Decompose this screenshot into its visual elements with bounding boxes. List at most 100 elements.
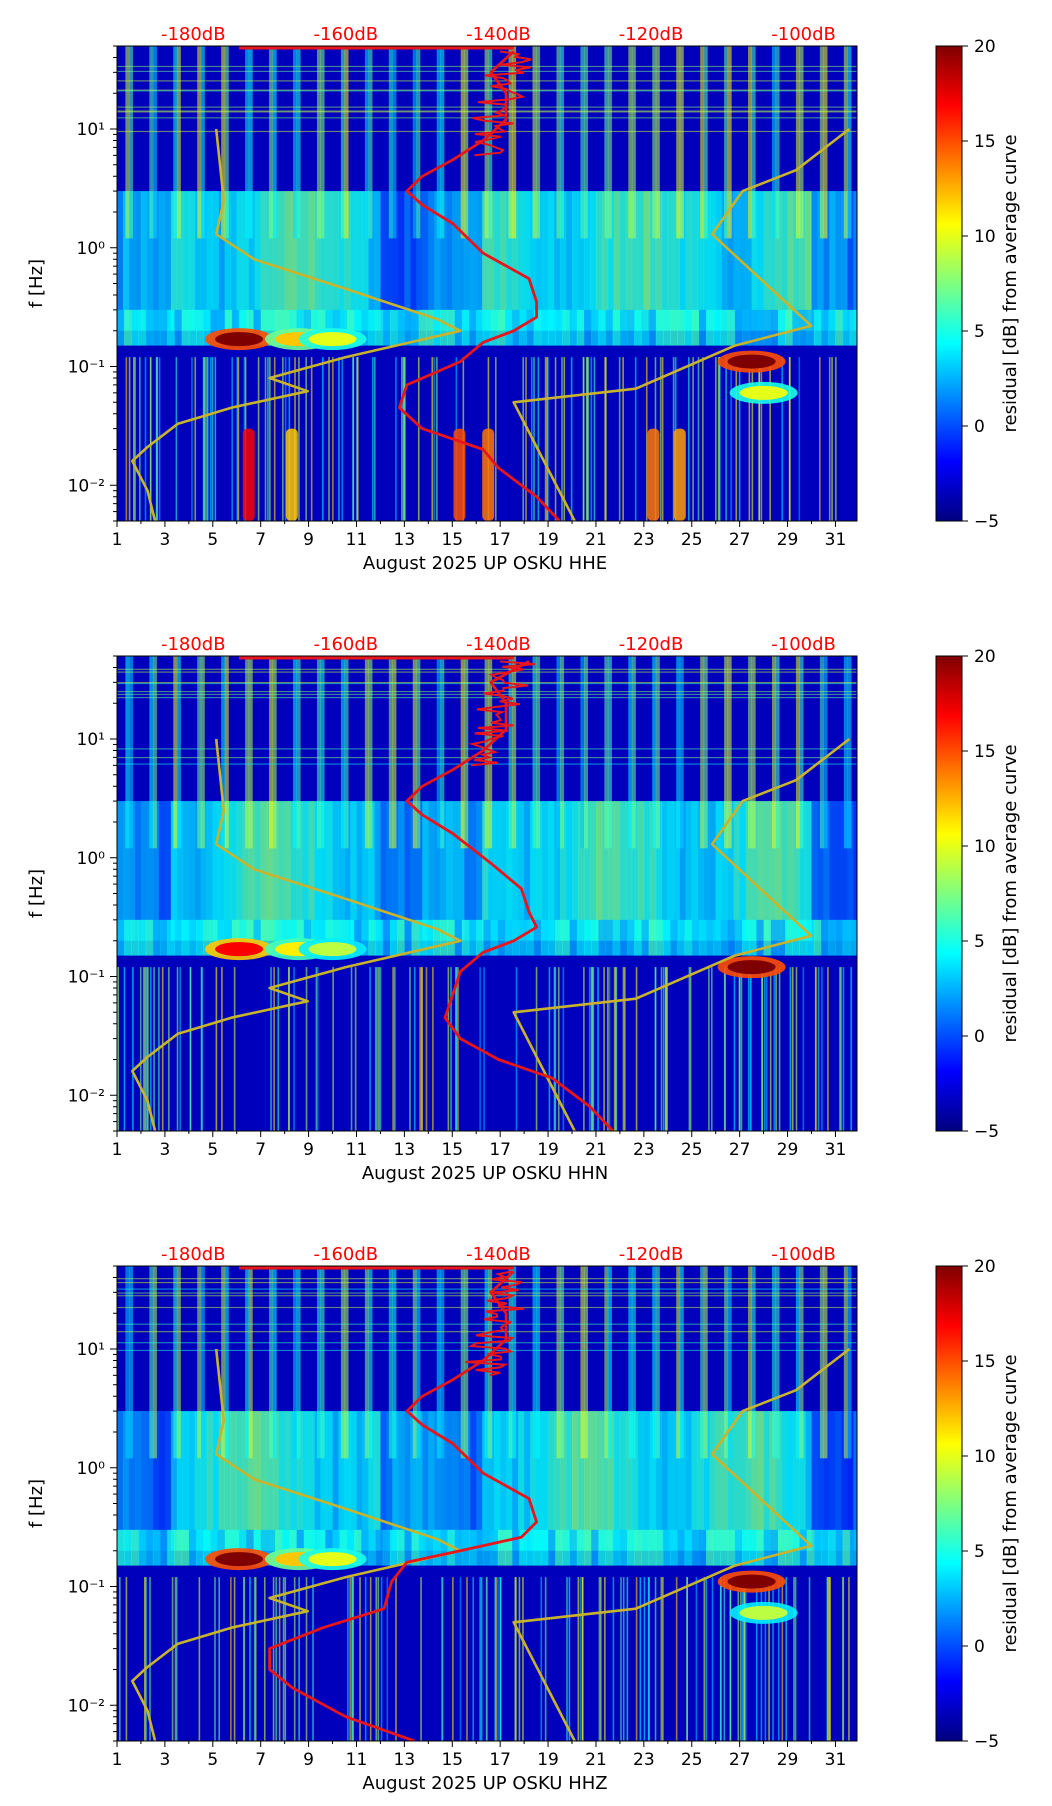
diurnal-stripe (676, 46, 681, 239)
transient-spike (738, 967, 741, 1131)
heatmap-cell (253, 1529, 262, 1566)
heatmap-cell (634, 309, 642, 346)
diurnal-stripe (320, 1266, 325, 1459)
heatmap-cell (194, 1411, 202, 1551)
heatmap-cell (231, 1529, 240, 1566)
heatmap-cell (446, 801, 453, 941)
heatmap-cell (428, 191, 435, 331)
heatmap-cell (677, 1529, 686, 1566)
heatmap-cell (397, 919, 405, 956)
heatmap-cell (530, 191, 537, 331)
heatmap-cell (721, 801, 728, 941)
transient-spike (149, 357, 152, 521)
heatmap-cell (218, 801, 226, 941)
heatmap-cell (569, 309, 578, 346)
heatmap-cell (613, 801, 621, 941)
heatmap-cell (787, 801, 794, 941)
diurnal-stripe (128, 46, 133, 239)
y-tick-label: 10⁻¹ (68, 1578, 105, 1598)
heatmap-cell (230, 1411, 237, 1551)
heatmap-cell (823, 801, 830, 941)
heatmap-cell (210, 919, 219, 956)
transient-spike (194, 357, 197, 521)
heatmap-cell (452, 1411, 459, 1551)
transient-spike (233, 967, 236, 1131)
x-tick-label: 3 (159, 1140, 170, 1160)
transient-spike (134, 357, 136, 521)
transient-spike (356, 357, 359, 521)
colorbar-label: residual [dB] from average curve (1000, 1354, 1021, 1652)
top-db-label: -120dB (619, 634, 684, 655)
heatmap-cell (847, 801, 854, 941)
transient-spike (495, 1577, 497, 1741)
diurnal-stripe (269, 46, 274, 239)
heatmap-cell (266, 1411, 273, 1551)
heatmap-cell (275, 1529, 283, 1566)
heatmap-cell (677, 919, 686, 956)
heatmap-cell (829, 801, 836, 941)
transient-spike (450, 967, 452, 1131)
heatmap-cell (519, 309, 527, 346)
heatmap-cell (835, 1529, 844, 1566)
heatmap-cell (490, 1529, 499, 1566)
noise-line (117, 671, 857, 673)
transient-spike (583, 967, 585, 1131)
heatmap-cell (181, 919, 190, 956)
diurnal-stripe (460, 656, 465, 849)
heatmap-cell (361, 309, 369, 346)
heatmap-cell (231, 309, 240, 346)
heatmap-cell (296, 1411, 303, 1551)
heatmap-cell (320, 191, 327, 331)
transient-spike (447, 967, 450, 1131)
heatmap-cell (613, 191, 621, 331)
noise-line (117, 70, 857, 73)
heatmap-cell (434, 191, 441, 331)
transient-spike (740, 967, 743, 1131)
transient-spike (436, 357, 438, 521)
heatmap-cell (504, 309, 513, 346)
heatmap-cell (290, 191, 297, 331)
transient-spike (218, 1577, 220, 1741)
heatmap-cell (793, 801, 800, 941)
x-tick-label: 29 (777, 1750, 799, 1770)
heatmap-cell (476, 309, 484, 346)
heatmap-cell (217, 919, 226, 956)
top-db-label: -140dB (466, 634, 531, 655)
y-axis: 10⁻² 10⁻¹ 10⁰ 10¹ (68, 655, 117, 1132)
heatmap-cell (416, 1411, 423, 1551)
colorbar: −5 0 5 10 15 20 residual [dB] from average cur… (935, 37, 1021, 532)
transient-spike (242, 1577, 245, 1741)
heatmap-cell (548, 801, 555, 941)
heatmap-cell (823, 1411, 830, 1551)
heatmap-cell (663, 309, 671, 346)
yellow-noise-model-high (512, 127, 851, 521)
heatmap-cell (763, 919, 772, 956)
heatmap-cell (134, 191, 142, 331)
x-tick-label: 11 (346, 1750, 368, 1770)
heatmap-cell (715, 801, 722, 941)
heatmap-cell (434, 801, 441, 941)
heatmap-cell (703, 1411, 710, 1551)
transient-spike (742, 1577, 744, 1741)
x-tick-label: 17 (489, 1140, 511, 1160)
heatmap-cell (375, 309, 384, 346)
transient-spike (579, 1577, 582, 1741)
diurnal-stripe (679, 1266, 684, 1459)
diurnal-stripe (607, 1266, 612, 1459)
diurnal-stripe (272, 1266, 277, 1459)
diurnal-stripe (819, 656, 824, 849)
transient-spike (710, 967, 713, 1131)
heatmap-cell (164, 1411, 172, 1551)
x-tick-label: 13 (394, 530, 416, 550)
heatmap-cell (679, 801, 687, 941)
heatmap-cell (128, 801, 136, 941)
heatmap-cell (841, 191, 848, 331)
diurnal-stripe (536, 656, 541, 849)
heatmap-cell (727, 309, 736, 346)
diurnal-stripe (340, 1266, 345, 1459)
diurnal-stripe (436, 656, 441, 849)
heatmap-cell (709, 801, 716, 941)
heatmap-cell (236, 1411, 243, 1551)
noise-line (117, 1331, 857, 1333)
heatmap-cell (757, 801, 764, 941)
